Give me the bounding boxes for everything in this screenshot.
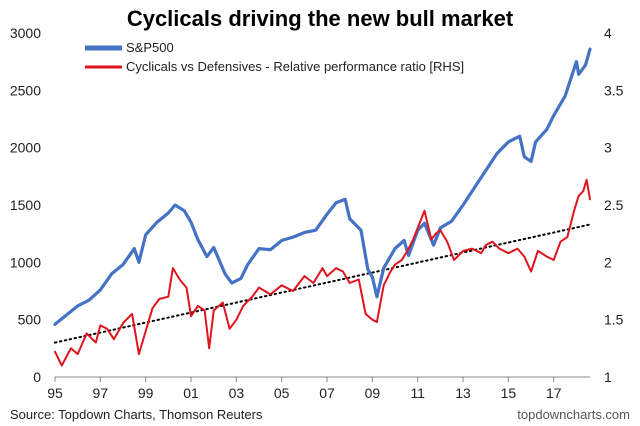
left-tick-label: 1500 [10, 197, 41, 213]
left-tick-label: 3000 [10, 25, 41, 41]
right-tick-label: 3.5 [604, 82, 624, 98]
plot-area: 0 500 1000 1500 2000 2500 3000 1 1.5 2 2.5 3 3.5 4 9… [10, 25, 624, 401]
x-tick-label: 09 [365, 385, 381, 401]
left-tick-label: 500 [18, 312, 42, 328]
x-tick-label: 03 [229, 385, 245, 401]
watermark: topdowncharts.com [517, 407, 630, 422]
x-tick-label: 13 [455, 385, 471, 401]
right-tick-label: 3 [604, 140, 612, 156]
right-tick-label: 2.5 [604, 197, 624, 213]
cyclicals-line [54, 178, 591, 367]
x-tick-label: 15 [501, 385, 517, 401]
trend-line [54, 223, 591, 344]
legend-label-sp500: S&P500 [126, 40, 174, 55]
left-tick-label: 2500 [10, 82, 41, 98]
left-tick-label: 0 [33, 369, 41, 385]
legend-label-cyclicals: Cyclicals vs Defensives - Relative perfo… [126, 59, 464, 74]
x-tick-label: 17 [546, 385, 562, 401]
left-tick-label: 2000 [10, 140, 41, 156]
right-tick-label: 1.5 [604, 312, 624, 328]
x-tick-label: 07 [319, 385, 335, 401]
right-tick-label: 2 [604, 254, 612, 270]
series-layer [53, 47, 592, 367]
right-tick-label: 1 [604, 369, 612, 385]
left-axis: 0 500 1000 1500 2000 2500 3000 [10, 25, 41, 385]
left-tick-label: 1000 [10, 254, 41, 270]
right-tick-label: 4 [604, 25, 612, 41]
sp500-line [53, 47, 592, 326]
x-tick-label: 05 [274, 385, 290, 401]
chart-title: Cyclicals driving the new bull market [127, 6, 514, 31]
x-tick-label: 99 [138, 385, 154, 401]
source-note: Source: Topdown Charts, Thomson Reuters [10, 407, 263, 422]
legend: S&P500 Cyclicals vs Defensives - Relativ… [85, 40, 464, 74]
x-tick-label: 95 [47, 385, 63, 401]
x-tick-label: 01 [183, 385, 199, 401]
x-tick-label: 11 [410, 385, 425, 401]
x-tick-label: 97 [93, 385, 109, 401]
x-axis: 95 97 99 01 03 05 07 09 11 13 15 17 [47, 376, 590, 401]
right-axis: 1 1.5 2 2.5 3 3.5 4 [604, 25, 624, 385]
